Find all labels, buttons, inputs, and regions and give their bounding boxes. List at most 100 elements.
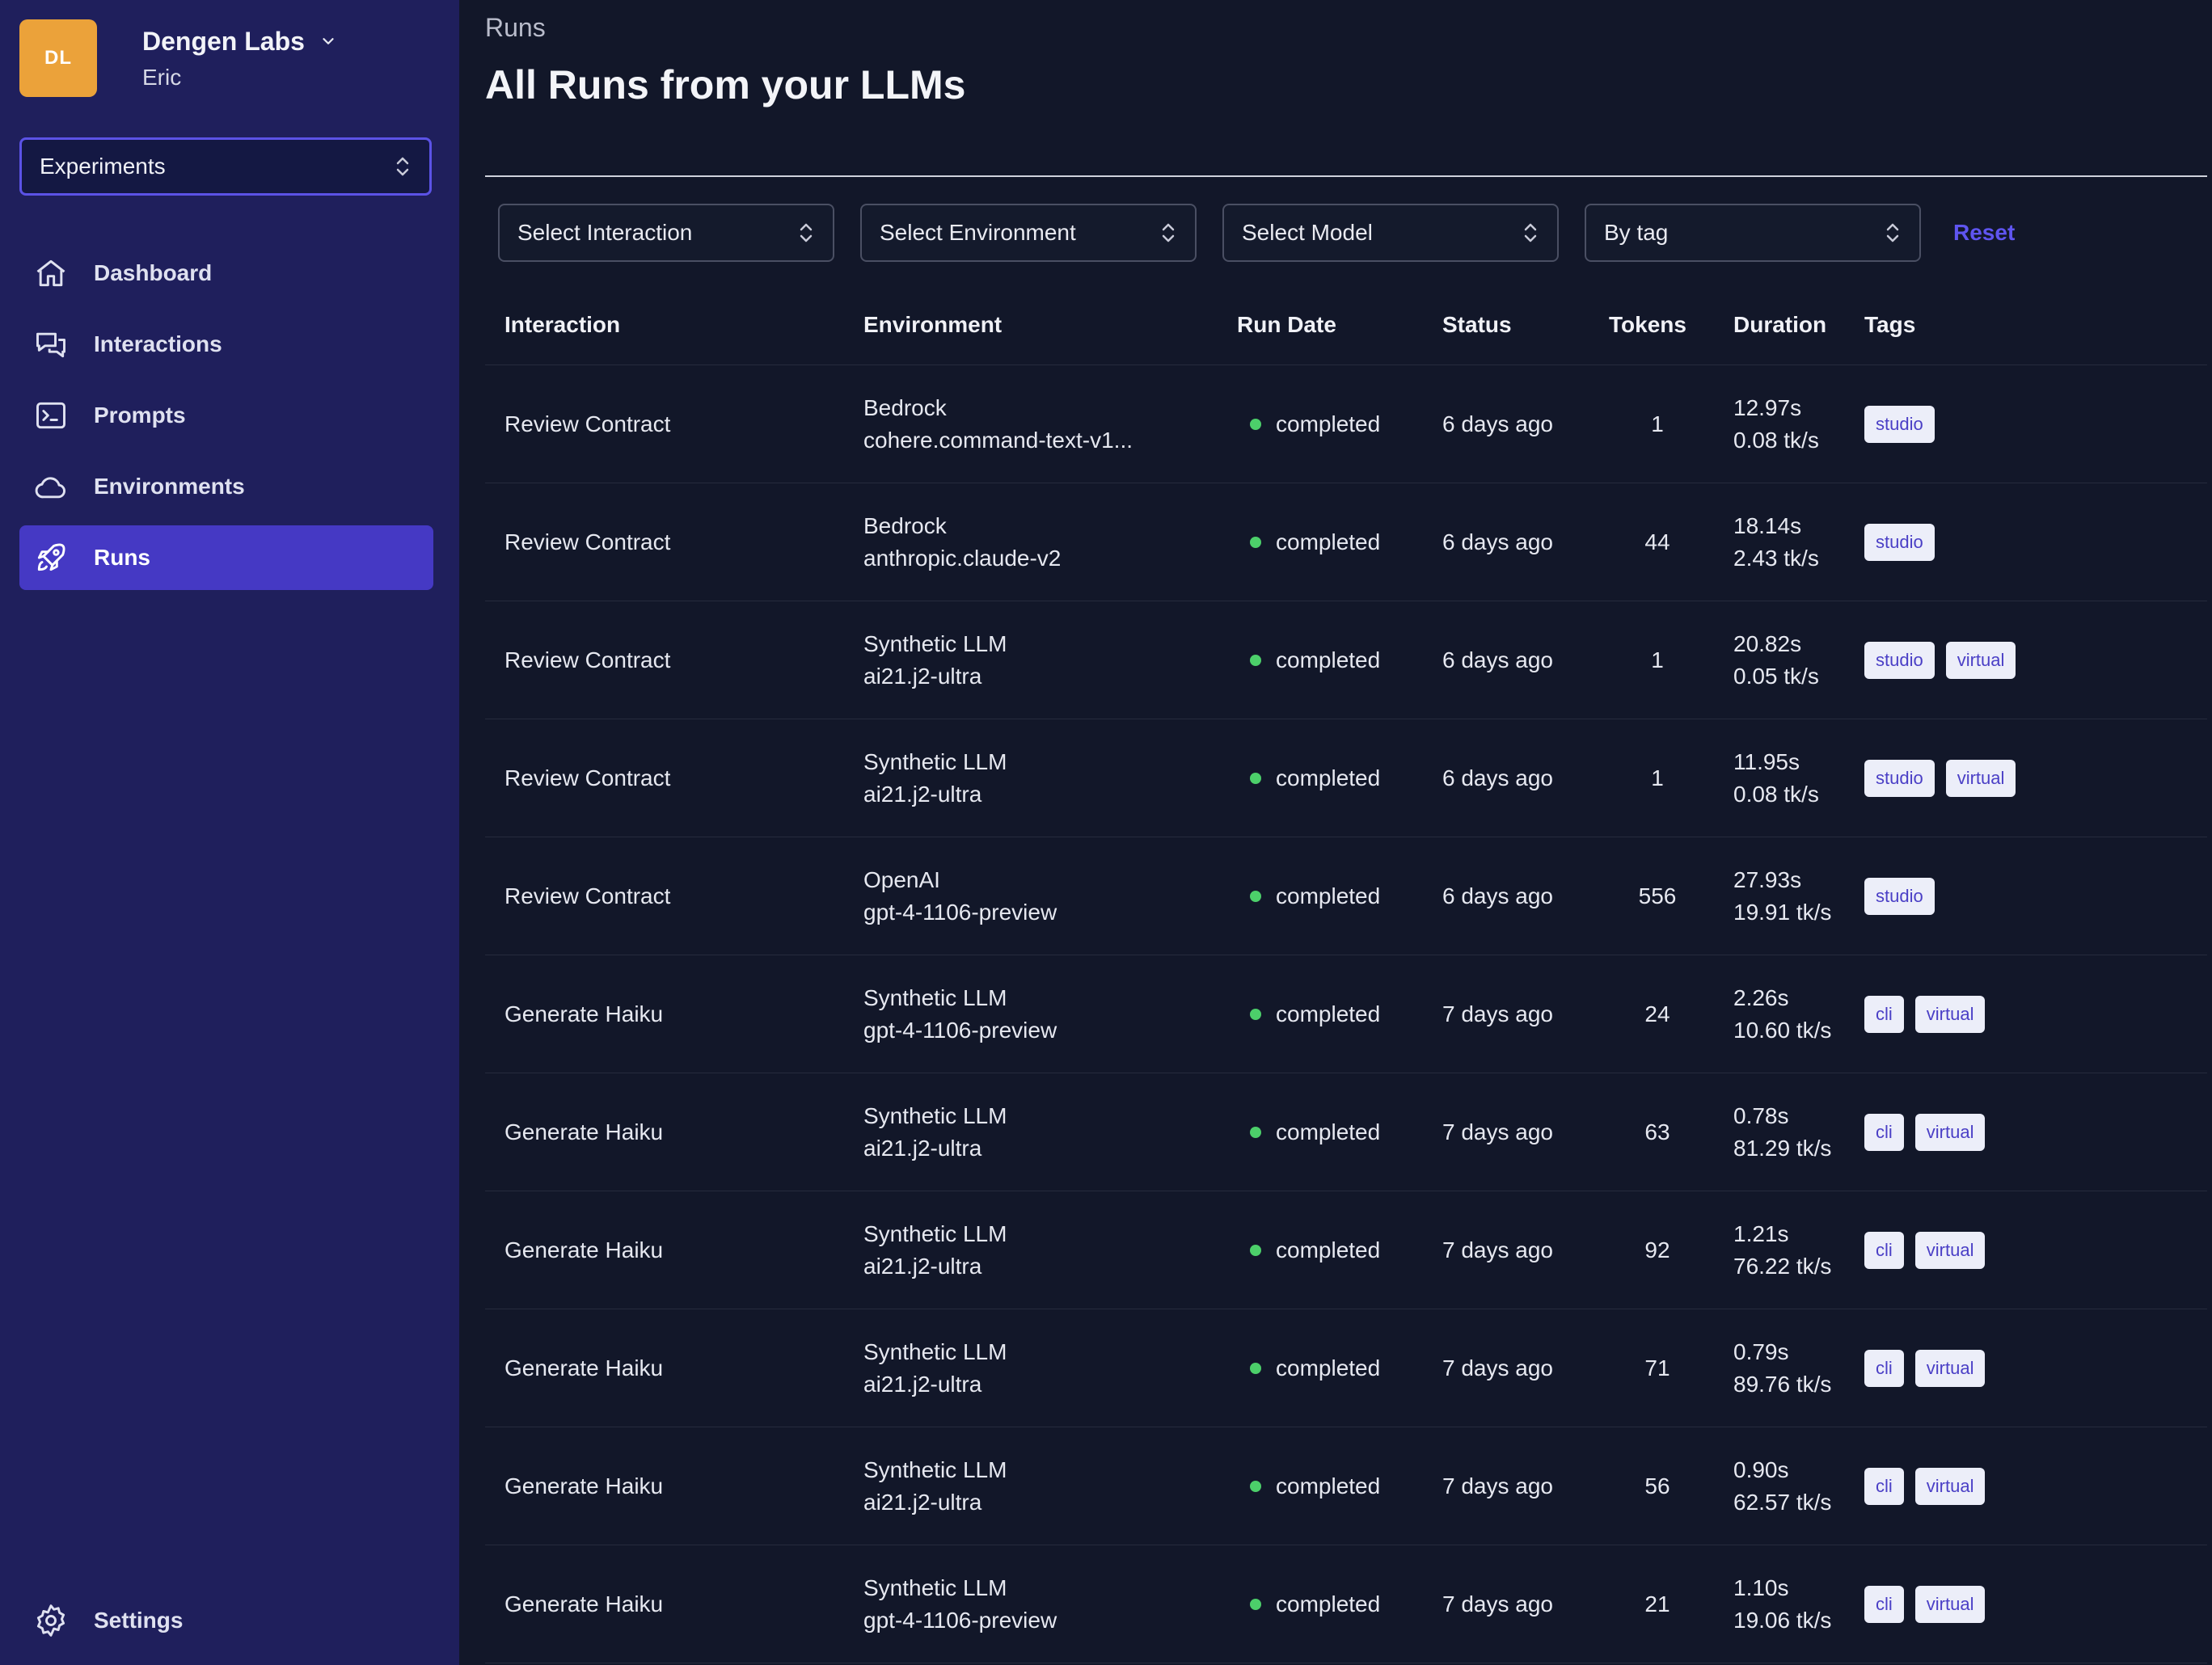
tag-badge[interactable]: cli: [1864, 1349, 1904, 1387]
tag-badge[interactable]: studio: [1864, 759, 1935, 797]
tag-badge[interactable]: cli: [1864, 1467, 1904, 1505]
duration-value: 0.90s: [1733, 1456, 1789, 1482]
token-rate-value: 19.91 tk/s: [1733, 899, 1832, 925]
table-row[interactable]: Review Contract Synthetic LLM ai21.j2-ultr…: [485, 601, 2207, 719]
environment-name: Synthetic LLM: [863, 1338, 1007, 1364]
tag-badge[interactable]: studio: [1864, 523, 1935, 561]
tags-cell: cli virtual: [1864, 1585, 2188, 1623]
tag-badge[interactable]: virtual: [1945, 759, 2016, 797]
column-header[interactable]: Tokens: [1609, 311, 1686, 337]
sidebar-item-label: Prompts: [94, 403, 186, 428]
column-header[interactable]: Duration: [1733, 311, 1827, 337]
tag-badge[interactable]: cli: [1864, 1585, 1904, 1623]
duration-cell: 27.93s 19.91 tk/s: [1706, 864, 1864, 929]
token-rate-value: 62.57 tk/s: [1733, 1489, 1832, 1515]
chevron-down-icon: [323, 38, 334, 44]
environment-name: OpenAI: [863, 866, 940, 892]
sidebar-item-prompts[interactable]: Prompts: [19, 383, 433, 448]
sidebar-item-environments[interactable]: Environments: [19, 454, 433, 519]
tag-badge[interactable]: studio: [1864, 641, 1935, 679]
tag-badge[interactable]: cli: [1864, 1113, 1904, 1151]
tag-badge[interactable]: cli: [1864, 995, 1904, 1033]
status-cell: completed: [1237, 1116, 1442, 1149]
sidebar-item-interactions[interactable]: Interactions: [19, 312, 433, 377]
interaction-cell[interactable]: Review Contract: [504, 647, 671, 672]
token-rate-value: 10.60 tk/s: [1733, 1017, 1832, 1043]
environment-model: cohere.command-text-v1...: [863, 427, 1133, 453]
column-header[interactable]: Run Date: [1237, 311, 1336, 337]
environment-cell: Synthetic LLM ai21.j2-ultra: [863, 1336, 1237, 1401]
environment-name: Bedrock: [863, 512, 947, 538]
interaction-cell[interactable]: Review Contract: [504, 765, 671, 790]
tag-badge[interactable]: virtual: [1945, 641, 2016, 679]
tokens-cell: 24: [1644, 1001, 1670, 1026]
environment-cell: Synthetic LLM ai21.j2-ultra: [863, 1454, 1237, 1519]
tags-cell: studio: [1864, 405, 2188, 443]
token-rate-value: 0.05 tk/s: [1733, 663, 1819, 689]
interaction-cell[interactable]: Generate Haiku: [504, 1119, 664, 1144]
tag-badge[interactable]: virtual: [1914, 1231, 1986, 1269]
interaction-cell[interactable]: Review Contract: [504, 883, 671, 908]
sidebar-item-settings[interactable]: Settings: [32, 1602, 183, 1639]
tokens-cell: 1: [1651, 411, 1664, 436]
table-row[interactable]: Review Contract Bedrock cohere.command-tex…: [485, 365, 2207, 483]
table-row[interactable]: Review Contract Synthetic LLM ai21.j2-ultr…: [485, 719, 2207, 837]
interaction-cell[interactable]: Generate Haiku: [504, 1355, 664, 1380]
environment-filter-select[interactable]: Select Environment: [860, 204, 1197, 262]
table-row[interactable]: Generate Haiku Synthetic LLM ai21.j2-ultra…: [485, 1427, 2207, 1545]
tag-badge[interactable]: virtual: [1914, 1467, 1986, 1505]
interaction-cell[interactable]: Review Contract: [504, 411, 671, 436]
duration-cell: 0.90s 62.57 tk/s: [1706, 1454, 1864, 1519]
environment-cell: Synthetic LLM ai21.j2-ultra: [863, 1100, 1237, 1165]
tag-badge[interactable]: studio: [1864, 877, 1935, 915]
tag-badge[interactable]: cli: [1864, 1231, 1904, 1269]
breadcrumb[interactable]: Runs: [485, 13, 546, 42]
org-user: Eric: [142, 64, 182, 90]
org-switcher[interactable]: DL Dengen Labs Eric: [19, 19, 337, 97]
run-date-cell: 6 days ago: [1442, 765, 1553, 790]
tag-badge[interactable]: virtual: [1914, 1349, 1986, 1387]
status-dot-icon: [1250, 1598, 1261, 1610]
sidebar: DL Dengen Labs Eric Experiments Dashboar…: [0, 0, 459, 1665]
interaction-cell[interactable]: Generate Haiku: [504, 1473, 664, 1498]
tag-badge[interactable]: virtual: [1914, 995, 1986, 1033]
table-row[interactable]: Generate Haiku Synthetic LLM ai21.j2-ultra…: [485, 1309, 2207, 1427]
table-row[interactable]: Review Contract Bedrock anthropic.claude-v…: [485, 483, 2207, 601]
token-rate-value: 0.08 tk/s: [1733, 427, 1819, 453]
tag-filter-select[interactable]: By tag: [1585, 204, 1921, 262]
model-filter-select[interactable]: Select Model: [1222, 204, 1559, 262]
tokens-cell: 556: [1638, 883, 1677, 908]
sidebar-item-dashboard[interactable]: Dashboard: [19, 241, 433, 306]
tag-badge[interactable]: virtual: [1914, 1585, 1986, 1623]
token-rate-value: 2.43 tk/s: [1733, 545, 1819, 571]
interaction-cell[interactable]: Generate Haiku: [504, 1001, 664, 1026]
interaction-cell[interactable]: Generate Haiku: [504, 1237, 664, 1262]
tag-badge[interactable]: studio: [1864, 405, 1935, 443]
reset-button[interactable]: Reset: [1953, 220, 2016, 245]
environment-model: ai21.j2-ultra: [863, 781, 982, 807]
terminal-icon: [32, 397, 70, 434]
column-header[interactable]: Tags: [1864, 311, 1916, 337]
interaction-cell[interactable]: Generate Haiku: [504, 1591, 664, 1617]
table-row[interactable]: Generate Haiku Synthetic LLM gpt-4-1106-pr…: [485, 1545, 2207, 1663]
table-row[interactable]: Review Contract OpenAI gpt-4-1106-preview c…: [485, 837, 2207, 955]
status-dot-icon: [1250, 1480, 1261, 1492]
status-cell: completed: [1237, 1352, 1442, 1385]
column-header[interactable]: Status: [1442, 311, 1512, 337]
table-row[interactable]: Generate Haiku Synthetic LLM ai21.j2-ultra…: [485, 1191, 2207, 1309]
table-row[interactable]: Generate Haiku Synthetic LLM gpt-4-1106-pr…: [485, 955, 2207, 1073]
status-dot-icon: [1250, 890, 1261, 902]
column-header[interactable]: Environment: [863, 311, 1003, 337]
tokens-cell: 92: [1644, 1237, 1670, 1262]
tags-cell: studio: [1864, 523, 2188, 561]
status-cell: completed: [1237, 1588, 1442, 1621]
token-rate-value: 76.22 tk/s: [1733, 1253, 1832, 1279]
column-header[interactable]: Interaction: [504, 311, 621, 337]
project-select[interactable]: Experiments: [19, 137, 432, 196]
sidebar-item-runs[interactable]: Runs: [19, 525, 433, 590]
interaction-cell[interactable]: Review Contract: [504, 529, 671, 554]
interaction-filter-select[interactable]: Select Interaction: [498, 204, 834, 262]
tags-cell: cli virtual: [1864, 1113, 2188, 1151]
tag-badge[interactable]: virtual: [1914, 1113, 1986, 1151]
table-row[interactable]: Generate Haiku Synthetic LLM ai21.j2-ultra…: [485, 1073, 2207, 1191]
